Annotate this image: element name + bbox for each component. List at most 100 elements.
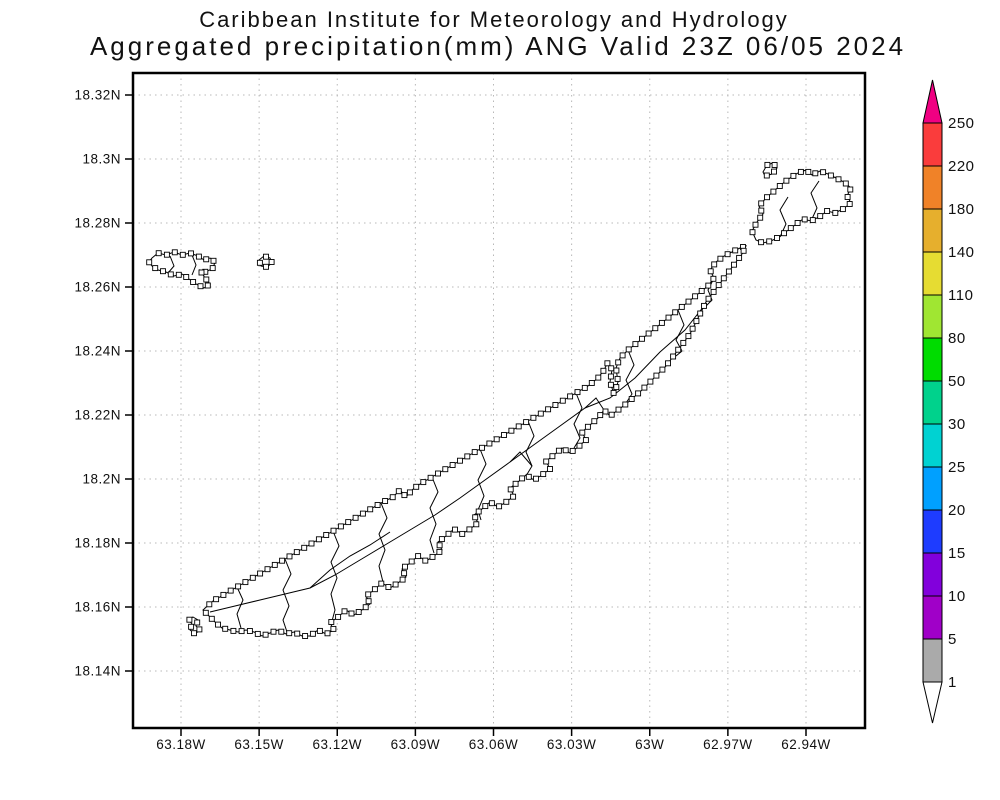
coast-grid-cell (530, 414, 537, 421)
coast-grid-cell (632, 341, 639, 348)
coast-grid-cell (408, 558, 415, 565)
coast-grid-cell (801, 216, 808, 223)
coast-grid-cell (725, 268, 732, 275)
coast-grid-cell (308, 540, 315, 547)
coast-grid-cell (395, 488, 402, 495)
coast-grid-cell (188, 623, 195, 630)
coast-grid-cell (316, 627, 323, 634)
watershed-boundary-line (525, 420, 535, 477)
coast-grid-cell (758, 239, 765, 246)
y-tick-label: 18.3N (82, 152, 121, 167)
coast-grid-cell (382, 498, 389, 504)
coast-grid-cell (459, 530, 466, 537)
colorbar-segment (922, 165, 943, 210)
coast-grid-cell (392, 581, 399, 588)
coast-grid-cell (429, 553, 436, 560)
coast-grid-cell (602, 408, 609, 415)
plot-frame (131, 71, 867, 730)
y-tick-label: 18.24N (74, 344, 121, 359)
coast-grid-cell (204, 282, 211, 289)
watershed-boundary-line (584, 397, 605, 411)
coast-grid-cell (183, 274, 190, 280)
coast-grid-cell (263, 253, 269, 260)
coast-grid-cell (588, 380, 595, 386)
coast-grid-cell (203, 256, 210, 263)
colorbar-segment (922, 552, 943, 597)
colorbar-segment (922, 337, 943, 382)
coast-grid-cell (581, 384, 588, 391)
coast-grid-cell (515, 423, 522, 430)
coast-grid-cell (278, 628, 285, 635)
coast-grid-cell (507, 486, 514, 493)
coast-grid-cell (315, 536, 322, 543)
coast-grid-cell (286, 630, 293, 637)
coast-grid-cell (576, 442, 583, 449)
coast-grid-cell (787, 225, 794, 232)
coast-grid-cell (608, 365, 615, 372)
coast-grid-cell (208, 615, 215, 622)
coast-grid-cell (503, 498, 510, 505)
colorbar-label: 30 (948, 416, 966, 433)
coast-grid-cell (680, 339, 687, 346)
coast-grid-cell (488, 500, 495, 507)
coast-grid-cell (549, 453, 556, 460)
coast-grid-cell (842, 180, 849, 187)
coast-grid-cell (254, 630, 261, 637)
coast-grid-cell (736, 254, 743, 261)
coast-grid-cell (685, 298, 692, 305)
grid-layer (133, 73, 865, 728)
coast-grid-cell (482, 503, 489, 510)
coast-grid-cell (415, 553, 422, 560)
y-tick-label: 18.2N (82, 472, 121, 487)
coast-grid-cell (615, 406, 622, 413)
coast-grid-cell (707, 268, 714, 275)
coast-grid-cell (771, 168, 777, 175)
coast-grid-cell (763, 172, 770, 179)
coast-grid-cell (330, 527, 337, 534)
y-tick-label: 18.18N (74, 536, 121, 551)
coast-grid-cell (705, 295, 712, 302)
coast-grid-cell (186, 616, 193, 623)
coast-grid-cell (365, 598, 372, 605)
coast-grid-cell (653, 372, 660, 379)
coast-grid-cell (543, 458, 550, 465)
colorbar-label: 220 (948, 158, 975, 175)
y-tick-label: 18.14N (74, 664, 121, 679)
coast-grid-cell (202, 609, 209, 616)
coast-grid-cell (436, 542, 443, 549)
coast-grid-cell (740, 247, 747, 254)
coast-grid-cell (672, 309, 679, 316)
coast-grid-cell (711, 261, 718, 268)
coast-grid-cell (647, 378, 654, 385)
coast-grid-cell (619, 352, 626, 359)
coast-grid-cell (246, 628, 253, 634)
coast-grid-cell (191, 630, 197, 637)
coast-grid-cell (146, 259, 153, 266)
coast-grid-cell (378, 580, 385, 587)
watershed-boundary-line (282, 558, 292, 633)
coast-grid-cell (610, 389, 617, 396)
coast-grid-cell (770, 188, 777, 195)
coast-grid-cell (194, 619, 201, 626)
coast-grid-cell (222, 625, 229, 632)
coast-grid-cell (659, 366, 666, 373)
coast-grid-cell (227, 587, 234, 594)
coast-grid-cell (220, 591, 227, 598)
watershed-boundary-line (330, 530, 340, 622)
colorbar-segment (922, 122, 943, 167)
coast-grid-cell (249, 574, 256, 581)
watershed-boundary-line (167, 255, 175, 274)
coast-grid-cell (242, 579, 249, 586)
coast-grid-cell (436, 548, 443, 555)
coast-grid-cell (697, 310, 704, 317)
coast-grid-cell (685, 333, 692, 340)
coast-grid-cell (496, 503, 503, 510)
coast-grid-cell (209, 265, 216, 272)
coast-grid-cell (365, 591, 372, 598)
coast-grid-cell (670, 353, 677, 360)
coast-grid-cell (374, 502, 381, 508)
coast-grid-cell (197, 283, 204, 290)
coast-grid-cell (359, 510, 366, 517)
colorbar-arrow-bottom (922, 681, 943, 724)
coast-grid-cell (435, 470, 441, 477)
